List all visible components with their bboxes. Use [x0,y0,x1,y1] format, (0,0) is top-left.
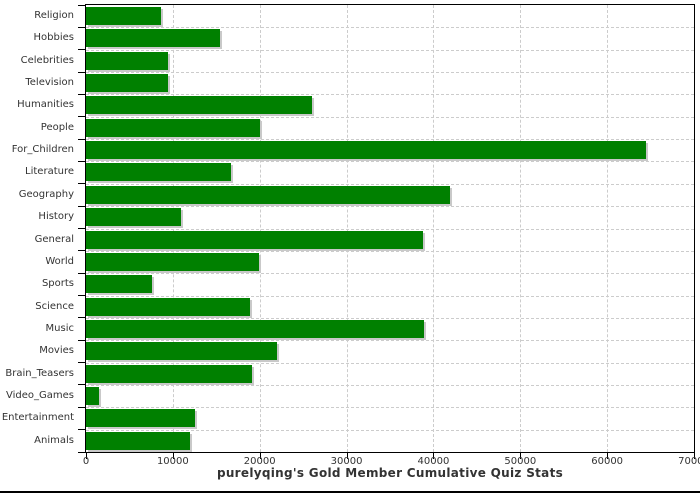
gridline-horizontal [86,295,694,297]
category-label-sports: Sports [41,278,74,290]
y-axis-tick [78,138,86,140]
x-axis-tick [433,453,435,459]
x-tick-label: 30000 [330,456,363,467]
bar-brain-teasers [86,364,252,383]
gridline-horizontal [86,27,694,29]
x-tick-label: 20000 [243,456,276,467]
x-axis-tick [259,453,261,459]
y-axis-tick [78,93,86,95]
category-label-religion: Religion [34,10,74,21]
category-label-animals: Animals [34,434,74,446]
gridline-horizontal [86,206,694,208]
chart-title: purelyqing's Gold Member Cumulative Quiz… [216,466,564,480]
gridline-horizontal [86,94,694,96]
gridline-horizontal [86,250,694,252]
y-axis-tick [78,272,86,274]
x-tick-label: 50000 [504,456,537,467]
y-axis-tick [78,384,86,386]
category-label-television: Television [25,77,74,89]
y-axis-tick [78,49,86,51]
x-axis-tick [86,453,87,459]
gridline-horizontal [86,384,694,386]
y-axis-tick [78,183,86,185]
y-axis-tick [78,116,86,118]
category-label-hobbies: Hobbies [33,32,74,44]
category-label-world: World [45,255,74,267]
category-label-humanities: Humanities [17,99,74,111]
x-axis-tick [172,453,174,459]
y-axis-tick [78,4,86,6]
gridline-horizontal [86,362,694,364]
gridline-horizontal [86,340,694,342]
gridline-horizontal [86,228,694,230]
bar-sports [86,275,152,294]
x-axis-tick [520,453,522,459]
category-label-general: General [34,233,74,245]
category-label-celebrities: Celebrities [20,54,74,66]
y-axis-tick [78,406,86,408]
y-axis-tick [78,362,86,364]
y-axis-tick [78,339,86,341]
bar-entertainment [86,409,196,428]
category-label-people: People [40,121,74,133]
y-axis-tick [78,295,86,297]
gridline-horizontal [86,273,694,275]
gridline-horizontal [86,407,694,409]
category-label-brain-teasers: Brain_Teasers [5,367,74,379]
bar-television [86,74,168,93]
y-axis-tick [78,228,86,229]
bar-history [86,208,181,227]
bar-science [86,297,251,316]
y-axis-tick [78,250,86,252]
gridline-horizontal [86,72,694,74]
y-axis-tick [78,205,86,207]
bar-movies [86,342,278,361]
gridline-horizontal [86,317,694,319]
bar-humanities [86,96,312,115]
x-tick-label: 40000 [417,456,450,467]
category-label-video-games: Video_Games [6,389,74,401]
bar-general [86,230,423,249]
y-axis-tick [78,451,86,453]
bar-world [86,252,259,271]
y-axis-tick [78,429,86,431]
category-label-entertainment: Entertainment [1,412,74,424]
gridline-horizontal [86,161,694,163]
gridline-horizontal [86,139,694,141]
x-axis-tick [607,453,609,459]
bar-celebrities [86,51,168,70]
bar-music [86,319,424,338]
category-label-movies: Movies [39,345,74,357]
bar-literature [86,163,232,182]
y-axis-tick [78,160,86,162]
x-tick-label: 0 [82,456,90,467]
gridline-horizontal [86,49,694,51]
bar-video-games [86,386,100,405]
category-label-geography: Geography [18,188,74,200]
gridline-horizontal [86,429,694,431]
y-axis-tick [78,71,86,73]
bar-religion [86,7,161,25]
category-label-music: Music [45,322,74,334]
bar-animals [86,431,191,450]
x-tick-label: 70000 [678,456,700,467]
x-axis-tick [694,453,695,459]
category-label-science: Science [35,300,74,312]
y-axis-tick [78,26,86,28]
category-label-literature: Literature [25,166,74,178]
bottom-rule [0,491,700,493]
gridline-horizontal [86,183,694,185]
bar-hobbies [86,29,220,48]
x-tick-label: 60000 [591,456,624,467]
bar-people [86,118,260,137]
gridline-horizontal [86,116,694,118]
x-axis-tick [346,453,348,459]
bar-geography [86,185,450,204]
bar-for-children [86,141,647,160]
category-label-history: History [38,211,74,223]
category-label-for-children: For_Children [11,144,74,156]
x-tick-label: 10000 [156,456,189,467]
y-axis-tick [78,317,86,319]
